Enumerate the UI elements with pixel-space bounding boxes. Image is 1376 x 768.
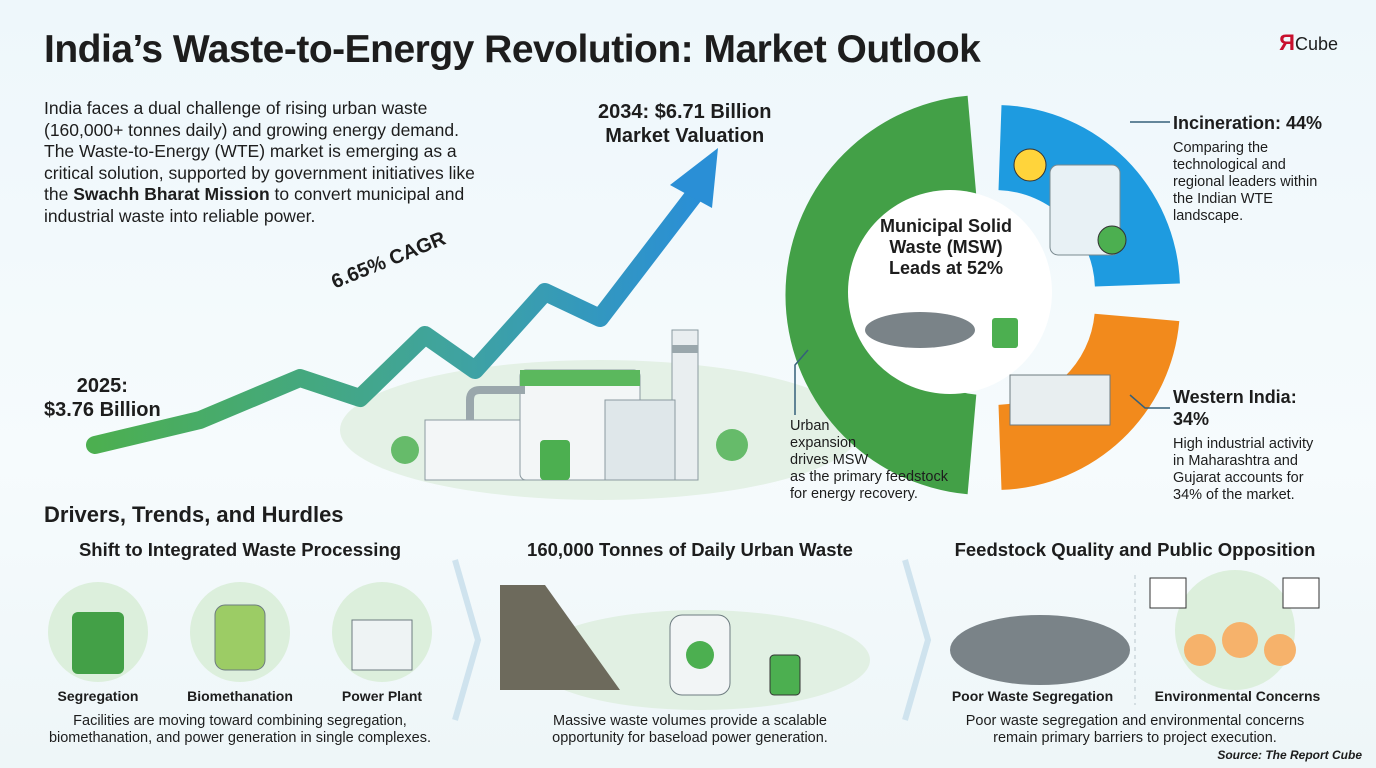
person	[1222, 622, 1258, 658]
incineration-block: Incineration: 44% Comparing the technolo…	[1173, 112, 1322, 225]
highlight: Swachh Bharat Mission	[73, 184, 270, 204]
center-label: Municipal Solid Waste (MSW) Leads at 52%	[880, 216, 1012, 279]
energy-icon	[1013, 148, 1047, 182]
text-line: landscape.	[1173, 208, 1244, 224]
chimney	[671, 329, 699, 481]
waste-conveyor	[500, 585, 620, 690]
caption-line: remain primary barriers to project execu…	[993, 730, 1277, 746]
person	[1184, 634, 1216, 666]
chimney-band	[672, 345, 698, 353]
label-line: 2025:	[76, 375, 128, 397]
leader-line	[794, 349, 809, 415]
title: India’s Waste-to-Energy Revolution: Mark…	[44, 28, 981, 71]
text-line: technological and	[1173, 157, 1286, 173]
factory	[1009, 374, 1111, 426]
energy-icon	[686, 641, 714, 669]
text-line: the Indian WTE	[1173, 191, 1273, 207]
text-line: in Maharashtra and	[1173, 453, 1298, 469]
logo: ЯCube	[1279, 30, 1338, 56]
text-line: for energy recovery.	[790, 486, 918, 502]
item-label: Poor Waste Segregation	[951, 688, 1114, 704]
pipe	[466, 386, 525, 420]
caption-line: Poor waste segregation and environmental…	[965, 713, 1305, 729]
chevron	[902, 559, 932, 721]
segment-title: Incineration: 44%	[1173, 113, 1323, 133]
label-line: Market Valuation	[605, 125, 765, 147]
building	[604, 399, 676, 481]
logo-mark: Я	[1279, 30, 1295, 55]
charger	[540, 440, 570, 480]
text-line: Urban	[790, 418, 830, 434]
plant-icon	[351, 619, 413, 671]
label-line: $3.76 Billion	[44, 399, 161, 421]
text-line: regional leaders within	[1173, 174, 1318, 190]
item-label: Environmental Concerns	[1154, 688, 1321, 704]
urban-note: Urban expansion drives MSW as the primar…	[790, 418, 948, 503]
caption-line: Massive waste volumes provide a scalable	[552, 713, 827, 729]
intro-line: the Swachh Bharat Mission to convert mun…	[44, 184, 475, 206]
text-line: as the primary feedstock	[790, 469, 948, 485]
item-label: Power Plant	[341, 688, 423, 704]
end-value: 2034: $6.71 Billion Market Valuation	[598, 100, 771, 148]
roof	[520, 370, 640, 386]
waste-pile	[950, 615, 1130, 685]
panel-caption: Poor waste segregation and environmental…	[915, 713, 1355, 747]
section-title: Drivers, Trends, and Hurdles	[44, 502, 344, 527]
segment-text: Comparing the technological and regional…	[1173, 140, 1322, 225]
segment-title: 34%	[1173, 409, 1210, 429]
intro-line: critical solution, supported by governme…	[44, 162, 475, 183]
text-line: Gujarat accounts for	[1173, 470, 1304, 486]
digester-icon	[214, 604, 266, 671]
segment-title: Western India:	[1173, 387, 1297, 407]
caption-line: biomethanation, and power generation in …	[48, 730, 432, 746]
item-label: Segregation	[57, 688, 139, 704]
energy-icon	[1097, 225, 1127, 255]
sign	[1149, 577, 1187, 609]
panel-title: Feedstock Quality and Public Opposition	[954, 539, 1316, 560]
sign	[1282, 577, 1320, 609]
person	[1264, 634, 1296, 666]
growth-arrow	[86, 181, 707, 454]
text-line: 34% of the market.	[1173, 487, 1295, 503]
text-line: High industrial activity	[1173, 436, 1314, 452]
battery	[769, 654, 801, 696]
caption-line: opportunity for baseload power generatio…	[552, 730, 828, 746]
logo-text: Cube	[1294, 34, 1338, 54]
segment-text: High industrial activity in Maharashtra …	[1173, 436, 1313, 504]
text: to convert municipal and	[269, 184, 465, 204]
text-line: expansion	[790, 435, 857, 451]
arrow-head	[670, 148, 718, 208]
bin	[992, 318, 1018, 348]
intro-line: (160,000+ tonnes daily) and growing ener…	[44, 119, 459, 140]
source: Source: The Report Cube	[1217, 748, 1362, 762]
intro: India faces a dual challenge of rising u…	[44, 98, 475, 227]
item-label: Biomethanation	[187, 688, 293, 704]
tree	[716, 429, 748, 461]
leader-line	[1129, 394, 1170, 409]
waste-pile	[865, 312, 975, 348]
intro-line: industrial waste into reliable power.	[44, 205, 316, 226]
intro-line: The Waste-to-Energy (WTE) market is emer…	[44, 141, 457, 161]
label-line: Leads at 52%	[888, 258, 1004, 278]
bin-icon	[72, 612, 124, 674]
text: the	[44, 184, 74, 204]
panel-title: 160,000 Tonnes of Daily Urban Waste	[527, 539, 853, 560]
building	[424, 419, 526, 481]
caption-line: Facilities are moving toward combining s…	[73, 713, 407, 729]
panel-caption: Massive waste volumes provide a scalable…	[470, 713, 910, 747]
tree	[391, 436, 419, 464]
intro-line: India faces a dual challenge of rising u…	[44, 98, 428, 118]
start-value: 2025: $3.76 Billion	[44, 374, 161, 422]
text-line: drives MSW	[790, 452, 869, 468]
panel-caption: Facilities are moving toward combining s…	[20, 713, 460, 747]
chevron	[452, 559, 482, 721]
panel-title: Shift to Integrated Waste Processing	[78, 539, 402, 560]
label-line: 2034: $6.71 Billion	[598, 101, 772, 123]
text-line: Comparing the	[1173, 140, 1269, 156]
western-block: Western India: 34% High industrial activ…	[1173, 386, 1313, 504]
label-line: Waste (MSW)	[889, 237, 1003, 257]
label-line: Municipal Solid	[880, 216, 1013, 236]
